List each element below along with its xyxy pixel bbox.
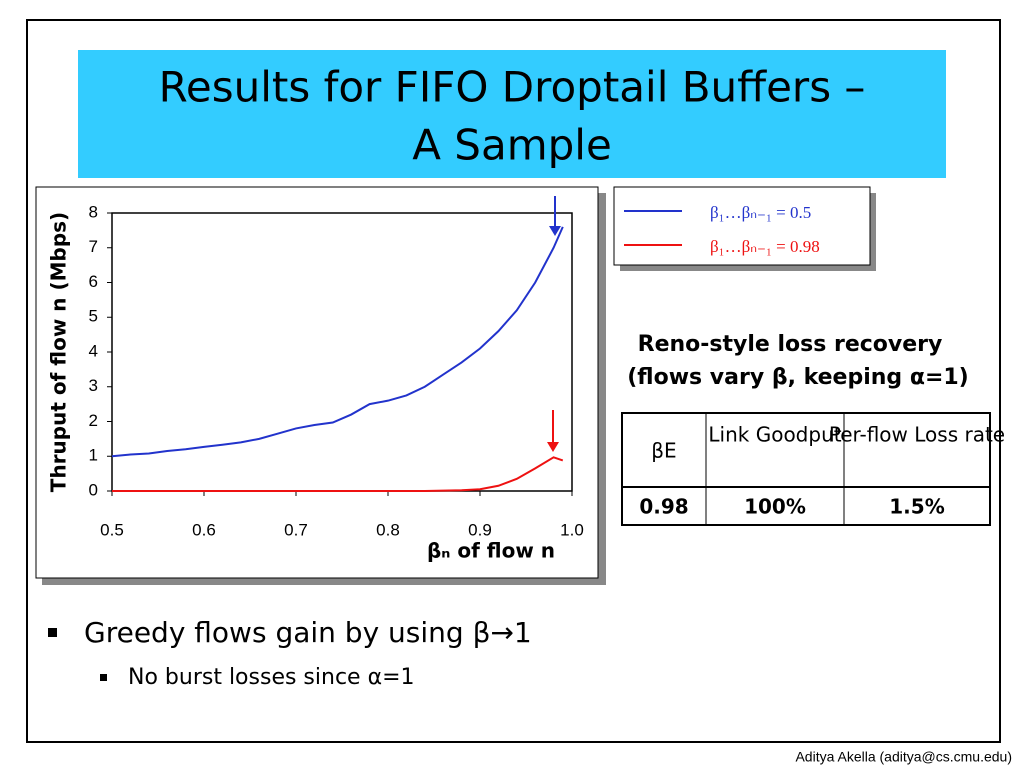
arrow-head — [547, 442, 559, 452]
arrow-head — [549, 226, 561, 236]
x-tick-label: 1.0 — [560, 520, 584, 539]
table — [621, 412, 991, 526]
x-axis-title: βₙ of flow n — [427, 539, 555, 563]
y-tick-label: 0 — [89, 480, 98, 499]
y-tick-label: 3 — [89, 376, 98, 395]
table-cell: 0.98 — [639, 495, 688, 519]
title: Results for FIFO Droptail Buffers – — [159, 63, 866, 112]
title: A Sample — [412, 121, 612, 170]
y-tick-label: 7 — [89, 237, 98, 256]
y-tick-label: 5 — [89, 307, 98, 326]
table-cell: 1.5% — [889, 495, 944, 519]
plot-area — [111, 212, 573, 492]
x-tick-label: 0.7 — [284, 520, 308, 539]
line — [111, 226, 564, 458]
x-tick-label: 0.8 — [376, 520, 400, 539]
bullet-text: No burst losses since α=1 — [128, 665, 415, 690]
x-tick-label: 0.5 — [100, 520, 124, 539]
subtitle: (flows vary β, keeping α=1) — [627, 365, 969, 390]
subtitle: Reno-style loss recovery — [638, 332, 943, 357]
bullet — [100, 674, 107, 681]
table-header: Link Goodput — [708, 423, 841, 447]
table-header: βE — [651, 439, 676, 463]
y-tick-label: 2 — [89, 411, 98, 430]
legend-label: β₁…βₙ₋₁ = 0.5 — [710, 203, 811, 222]
legend — [613, 186, 871, 266]
bullet-text: Greedy flows gain by using β→1 — [84, 616, 532, 649]
title-box — [78, 50, 946, 178]
table-cell: 100% — [744, 495, 806, 519]
footer: Aditya Akella (aditya@cs.cmu.edu) — [795, 749, 1012, 765]
line — [112, 456, 564, 492]
y-tick-label: 6 — [89, 272, 98, 291]
bullet — [48, 628, 57, 637]
x-tick-label: 0.9 — [468, 520, 492, 539]
y-tick-label: 4 — [89, 341, 98, 360]
y-tick-label: 8 — [89, 202, 98, 221]
y-tick-label: 1 — [89, 446, 98, 465]
x-tick-label: 0.6 — [192, 520, 216, 539]
table-header: Per-flow Loss rate — [829, 423, 1005, 447]
legend-label: β₁…βₙ₋₁ = 0.98 — [710, 237, 820, 256]
y-axis-title: Thruput of flow n (Mbps) — [47, 212, 71, 492]
